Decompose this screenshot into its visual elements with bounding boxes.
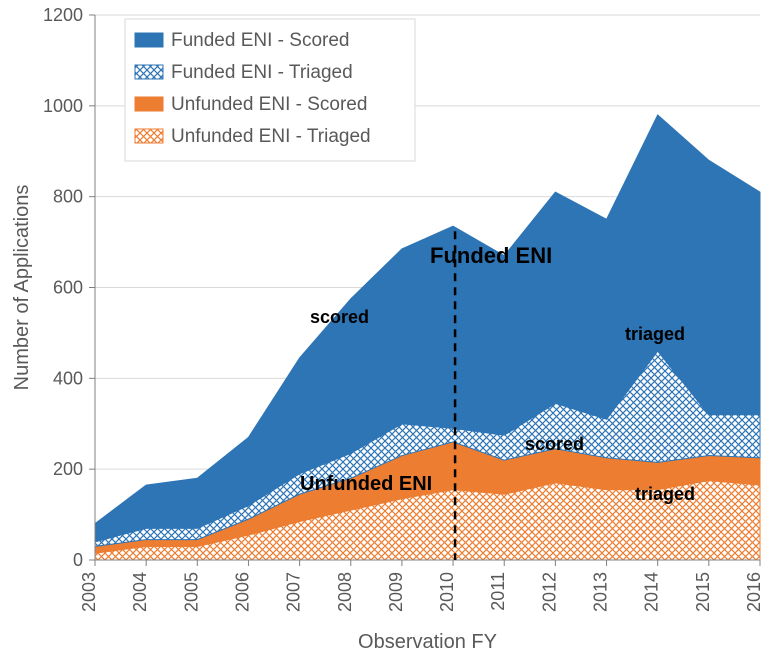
x-tick-label: 2010 (437, 572, 457, 612)
legend-label: Funded ENI - Scored (171, 30, 349, 51)
x-tick-label: 2005 (181, 572, 201, 612)
legend-swatch (135, 33, 163, 47)
x-tick-label: 2012 (539, 572, 559, 612)
chart-svg: 0 200 400 600 800 1000 1200 2003 2004 2005 2006 200… (0, 0, 778, 656)
y-tick-label: 400 (53, 368, 83, 388)
y-axis-title: Number of Applications (11, 185, 33, 391)
x-tick-label: 2016 (744, 572, 764, 612)
y-tick-label: 1000 (43, 96, 83, 116)
x-tick-label: 2015 (693, 572, 713, 612)
legend-label: Unfunded ENI - Triaged (171, 126, 371, 147)
legend-swatch (135, 65, 163, 79)
y-tick-label: 800 (53, 187, 83, 207)
x-tick-label: 2009 (386, 572, 406, 612)
x-tick-label: 2008 (335, 572, 355, 612)
y-tick-label: 200 (53, 459, 83, 479)
x-tick-label: 2006 (232, 572, 252, 612)
legend-swatch (135, 129, 163, 143)
legend-label: Unfunded ENI - Scored (171, 94, 367, 115)
annotation: Unfunded ENI (300, 473, 432, 495)
y-tick-label: 0 (73, 550, 83, 570)
legend-label: Funded ENI - Triaged (171, 62, 353, 83)
y-tick-label: 600 (53, 278, 83, 298)
annotation: scored (525, 434, 584, 454)
x-tick-label: 2011 (488, 572, 508, 611)
x-tick-label: 2004 (130, 572, 150, 612)
annotation: triaged (635, 484, 695, 504)
annotation: scored (310, 307, 369, 327)
area-chart: 0 200 400 600 800 1000 1200 2003 2004 2005 2006 200… (0, 0, 778, 656)
annotation: Funded ENI (430, 243, 552, 268)
x-tick-label: 2014 (642, 572, 662, 612)
x-tick-label: 2003 (79, 572, 99, 612)
annotation: triaged (625, 324, 685, 344)
y-tick-label: 1200 (43, 5, 83, 25)
x-tick-label: 2013 (591, 572, 611, 612)
x-tick-label: 2007 (284, 572, 304, 612)
x-axis-title: Observation FY (358, 631, 497, 653)
legend-swatch (135, 97, 163, 111)
